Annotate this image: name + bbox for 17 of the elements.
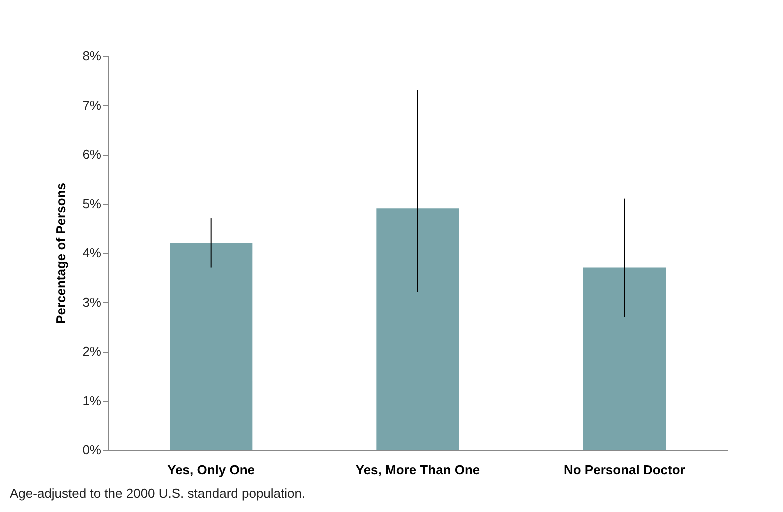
y-tick-label: 6%: [82, 147, 102, 162]
y-tick-label: 0%: [82, 442, 102, 458]
x-tick-label: Yes, More Than One: [356, 462, 480, 478]
bar: [376, 208, 460, 450]
y-tick-label: 4%: [82, 246, 102, 260]
y-tick-label: 8%: [82, 48, 102, 64]
bar: [170, 243, 253, 450]
y-tick-label: 2%: [82, 344, 102, 359]
y-tick-label: 1%: [82, 393, 102, 408]
y-tick-label: 3%: [82, 294, 102, 310]
y-tick-label: 5%: [82, 196, 102, 212]
x-tick-label: Yes, Only One: [168, 462, 256, 478]
y-axis-title: Percentage of Persons: [54, 183, 69, 324]
text: Age-adjusted to the 2000 U.S. standard population.: [10, 486, 306, 501]
bar: [583, 268, 666, 450]
x-tick-label: No Personal Doctor: [564, 462, 686, 478]
y-tick-label: 7%: [82, 98, 102, 113]
